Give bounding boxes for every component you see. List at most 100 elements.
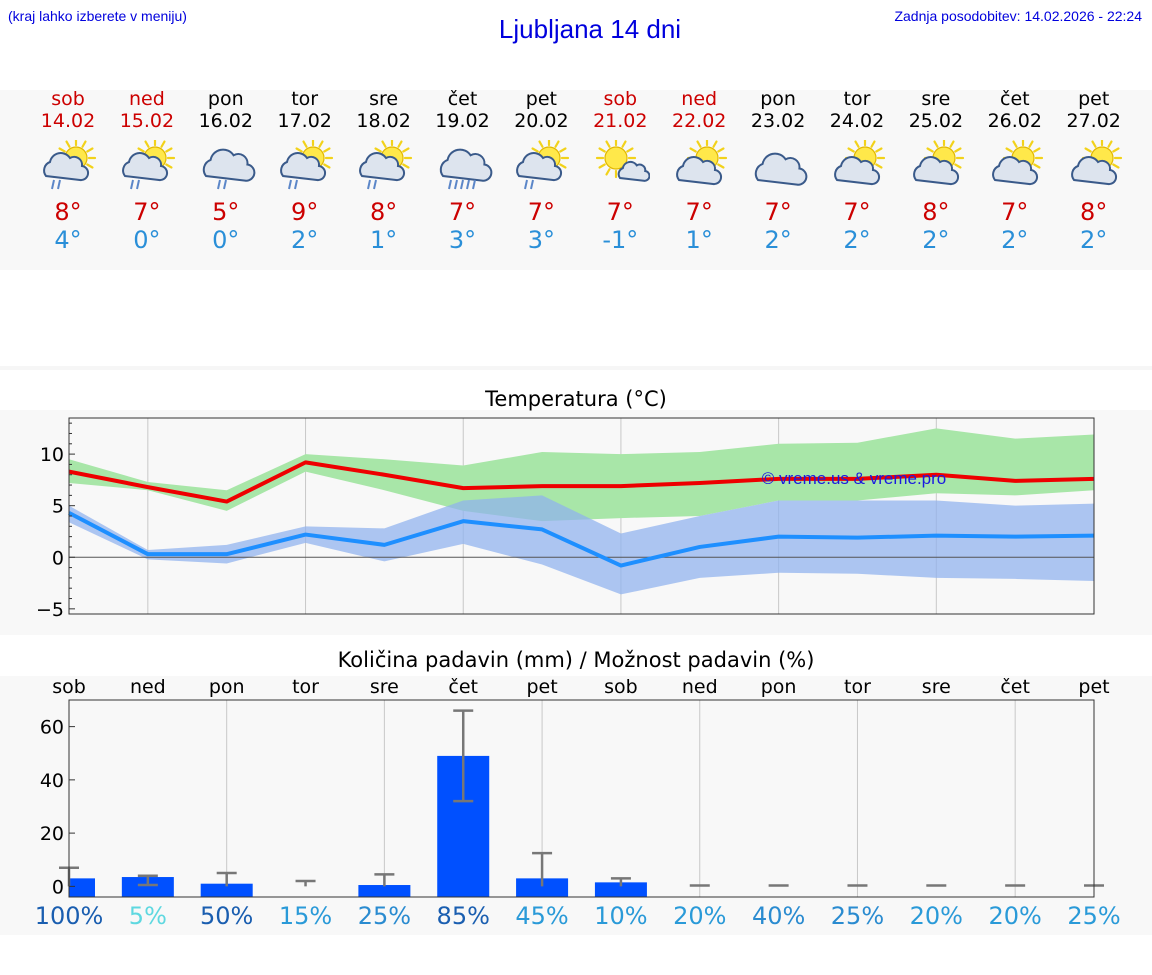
forecast-day: pet 27.02 8° 2°	[1054, 88, 1134, 254]
max-temperature: 7°	[606, 198, 634, 226]
day-date: 17.02	[277, 110, 332, 132]
day-name: sob	[51, 88, 85, 110]
x-category-label: ned	[129, 676, 166, 698]
sun-cloud-icon	[676, 140, 728, 186]
min-temperature: 1°	[369, 226, 398, 254]
copyright-watermark: © vreme.us & vreme.pro	[762, 469, 946, 488]
day-name: pon	[760, 88, 796, 110]
forecast-day: tor 17.02 9° 2°	[265, 88, 345, 254]
day-name: sre	[921, 88, 951, 110]
day-date: 20.02	[514, 110, 569, 132]
min-temperature: 4°	[54, 226, 82, 254]
precipitation-bar	[358, 885, 411, 897]
max-temperature: 5°	[212, 198, 240, 226]
forecast-day: ned 15.02 7° 0°	[107, 88, 187, 254]
y-tick-label: 60	[40, 717, 64, 739]
precipitation-bar	[594, 882, 647, 897]
precipitation-probability: 25%	[357, 902, 412, 930]
y-tick-label: 20	[40, 823, 64, 845]
day-name: ned	[681, 88, 718, 110]
day-date: 27.02	[1066, 110, 1121, 132]
region-menu-hint[interactable]: (kraj lahko izberete v meniju)	[8, 8, 187, 24]
x-category-label: pet	[1078, 676, 1110, 698]
day-name: tor	[291, 88, 319, 110]
day-date: 14.02	[40, 110, 96, 132]
max-temperature: 8°	[922, 198, 950, 226]
x-category-label: sob	[604, 676, 638, 698]
precipitation-probability: 50%	[200, 902, 254, 930]
max-temperature: 7°	[527, 198, 556, 226]
sun-small-cloud-icon	[596, 140, 651, 182]
x-category-label: sre	[369, 676, 399, 698]
x-category-label: pon	[760, 676, 797, 698]
precipitation-probability: 20%	[909, 902, 963, 930]
max-temperature: 7°	[685, 198, 713, 226]
day-date: 22.02	[671, 110, 727, 132]
x-category-label: ned	[681, 676, 718, 698]
day-name: tor	[843, 88, 871, 110]
max-temperature: 9°	[291, 198, 319, 226]
min-temperature: 2°	[1080, 226, 1108, 254]
min-temperature: 0°	[212, 226, 240, 254]
temperature-chart-title: Temperatura (°C)	[485, 387, 667, 411]
precipitation-probability: 40%	[751, 902, 806, 930]
day-name: pet	[1078, 88, 1110, 110]
precipitation-chart: 0 20 40 60	[40, 699, 1104, 898]
cloud-rain-icon	[202, 148, 256, 190]
sun-cloud-rain-icon	[516, 140, 570, 190]
forecast-day: pon 16.02 5° 0°	[186, 88, 266, 254]
cloud-icon	[754, 152, 808, 186]
sun-cloud-rain-icon	[43, 140, 97, 190]
day-name: sob	[603, 88, 638, 110]
precipitation-bar	[121, 877, 174, 897]
day-name: ned	[128, 88, 165, 110]
sun-cloud-rain-icon	[122, 140, 175, 190]
min-temperature: -1°	[602, 226, 639, 254]
y-tick-label: 0	[52, 547, 64, 569]
x-category-label: tor	[292, 676, 319, 698]
min-temperature: 0°	[133, 226, 161, 254]
day-name: sre	[369, 88, 399, 110]
forecast-day: sre 18.02 8° 1°	[344, 88, 424, 254]
day-name: čet	[1000, 88, 1030, 110]
forecast-day: pet 20.02 7° 3°	[501, 88, 581, 254]
max-temperature: 7°	[133, 198, 161, 226]
precipitation-probability: 85%	[436, 902, 490, 930]
x-category-label: sre	[921, 676, 951, 698]
sun-cloud-icon	[913, 140, 964, 186]
min-temperature-line	[68, 511, 1095, 568]
forecast-day: sob 14.02 8° 4°	[28, 88, 108, 254]
max-temperature: 8°	[369, 198, 398, 226]
precipitation-probability: 10%	[594, 902, 648, 930]
x-category-label: pet	[526, 676, 558, 698]
min-temperature: 2°	[291, 226, 319, 254]
min-temperature: 2°	[843, 226, 871, 254]
forecast-day: pon 23.02 7° 2°	[738, 88, 818, 254]
min-temperature: 2°	[764, 226, 792, 254]
day-name: čet	[447, 88, 478, 110]
precipitation-probability: 100%	[34, 902, 104, 930]
sun-cloud-icon	[991, 140, 1043, 186]
sun-cloud-rain-icon	[358, 140, 412, 190]
precipitation-probability: 15%	[278, 902, 333, 930]
page-title: Ljubljana 14 dni	[498, 14, 682, 44]
y-tick-label: 10	[40, 444, 64, 466]
precipitation-bar	[69, 878, 95, 897]
day-date: 16.02	[198, 110, 253, 132]
y-tick-label: −5	[36, 599, 64, 621]
x-category-label: pon	[208, 676, 245, 698]
day-name: pon	[207, 88, 244, 110]
max-range-band	[69, 428, 1094, 522]
min-temperature: 3°	[527, 226, 556, 254]
day-date: 25.02	[908, 110, 964, 132]
precipitation-bar	[516, 878, 569, 897]
y-tick-label: 0	[52, 876, 64, 898]
day-date: 18.02	[356, 110, 411, 132]
forecast-day: ned 22.02 7° 1°	[659, 88, 739, 254]
precipitation-probability: 45%	[515, 902, 569, 930]
sun-cloud-icon	[1070, 140, 1122, 186]
sun-cloud-icon	[834, 140, 886, 186]
precipitation-probability: 20%	[988, 902, 1042, 930]
max-temperature: 7°	[764, 198, 792, 226]
min-temperature: 2°	[922, 226, 950, 254]
